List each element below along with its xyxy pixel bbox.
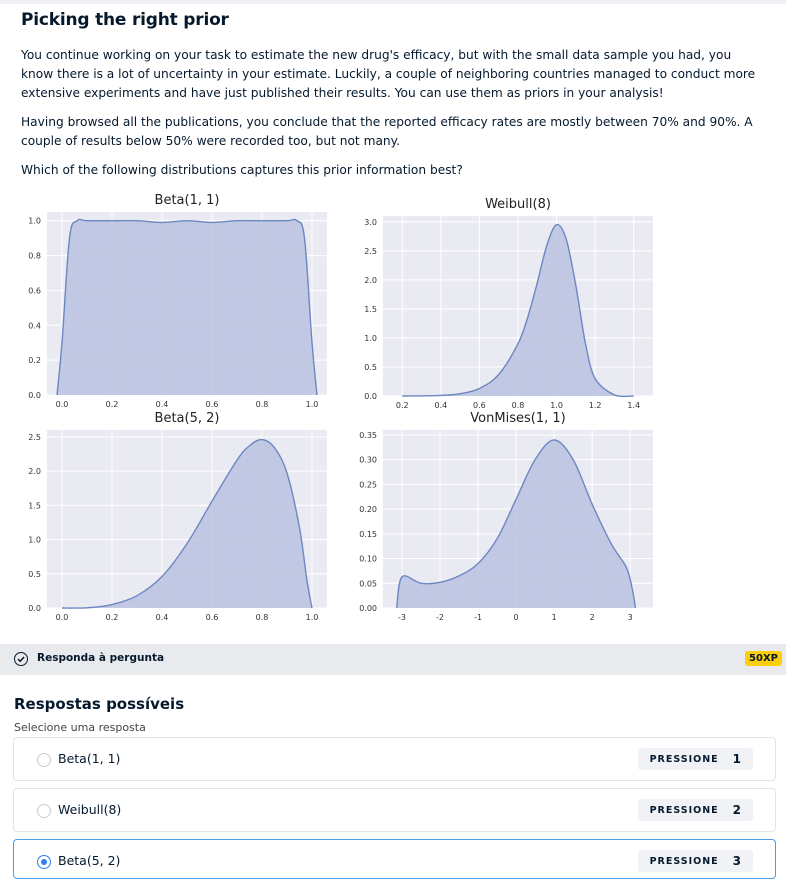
plot-title: Beta(1, 1) — [155, 193, 220, 208]
y-tick-label: 0.25 — [359, 480, 377, 489]
exercise-title: Picking the right prior — [21, 10, 229, 30]
density-area — [402, 224, 634, 397]
y-tick-label: 2.5 — [364, 247, 377, 256]
x-tick-label: 0.4 — [156, 613, 169, 622]
x-tick-label: 3 — [628, 613, 633, 622]
answer-option-label: Weibull(8) — [58, 802, 122, 817]
y-tick-label: 0.15 — [359, 530, 377, 539]
x-tick-label: 0.4 — [434, 401, 447, 410]
exercise-paragraph-2: Having browsed all the publications, you… — [21, 115, 753, 148]
density-line — [56, 218, 318, 396]
keyboard-shortcut-key: 2 — [732, 803, 741, 817]
y-tick-label: 2.0 — [364, 276, 377, 285]
density-area — [57, 219, 317, 395]
keyboard-shortcut-word: PRESSIONE — [649, 753, 719, 765]
plot-title: VonMises(1, 1) — [470, 411, 565, 426]
x-tick-label: 0.8 — [512, 401, 525, 410]
y-tick-label: 0.5 — [28, 570, 41, 579]
x-tick-label: -3 — [398, 613, 406, 622]
y-tick-label: 0.00 — [359, 604, 377, 613]
x-tick-label: 0.8 — [256, 400, 269, 409]
answers-subtitle: Selecione uma resposta — [14, 721, 146, 734]
distribution-plots: 0.0 0.2 0.4 0.6 0.8 1.0 0.0 0.2 0.4 0.6 0.8 1.0 Beta… — [0, 193, 786, 633]
density-area — [396, 439, 636, 608]
x-tick-label: 2 — [590, 613, 595, 622]
x-tick-label: 1.0 — [306, 400, 319, 409]
x-tick-label: 0.2 — [106, 400, 119, 409]
check-circle-icon — [14, 652, 28, 666]
y-tick-label: 2.5 — [28, 433, 41, 442]
density-line — [402, 223, 634, 398]
y-tick-label: 2.0 — [28, 467, 41, 476]
y-tick-label: 0.4 — [28, 321, 41, 330]
y-tick-label: 0.5 — [364, 363, 377, 372]
y-tick-label: 0.10 — [359, 555, 377, 564]
radio-button[interactable] — [37, 804, 51, 818]
x-tick-label: -1 — [474, 613, 482, 622]
y-tick-label: 1.5 — [364, 305, 377, 314]
density-line — [395, 439, 637, 609]
xp-badge: 50XP — [745, 651, 782, 666]
x-tick-label: 0.2 — [106, 613, 119, 622]
y-tick-label: 0.8 — [28, 252, 41, 261]
y-tick-label: 1.0 — [28, 217, 41, 226]
answer-option-3[interactable]: Beta(5, 2) PRESSIONE 3 — [13, 839, 776, 879]
keyboard-shortcut-hint: PRESSIONE 3 — [637, 850, 753, 872]
answer-bar-label: Responda à pergunta — [37, 652, 165, 664]
y-tick-label: 0.05 — [359, 579, 377, 588]
x-tick-label: 0.6 — [206, 613, 219, 622]
y-tick-label: 1.5 — [28, 501, 41, 510]
y-tick-label: 0.0 — [28, 391, 41, 400]
y-tick-label: 0.6 — [28, 286, 41, 295]
keyboard-shortcut-word: PRESSIONE — [649, 855, 719, 867]
keyboard-shortcut-hint: PRESSIONE 1 — [637, 748, 753, 770]
x-tick-label: 0.8 — [256, 613, 269, 622]
answer-option-1[interactable]: Beta(1, 1) PRESSIONE 1 — [13, 737, 776, 781]
x-tick-label: 0.4 — [156, 400, 169, 409]
x-tick-label: 1 — [552, 613, 557, 622]
x-tick-label: 1.0 — [550, 401, 563, 410]
y-tick-label: 0.35 — [359, 431, 377, 440]
answer-option-label: Beta(5, 2) — [58, 853, 121, 868]
density-area — [62, 439, 312, 609]
y-tick-label: 0.30 — [359, 456, 377, 465]
x-tick-label: 0.0 — [56, 613, 69, 622]
y-tick-label: 1.0 — [28, 536, 41, 545]
answer-bar: Responda à pergunta 50XP — [0, 644, 786, 675]
x-tick-label: 0.6 — [473, 401, 486, 410]
answer-option-label: Beta(1, 1) — [58, 751, 121, 766]
plot-title: Beta(5, 2) — [155, 411, 220, 426]
y-tick-label: 0.20 — [359, 505, 377, 514]
x-tick-label: 0.0 — [56, 400, 69, 409]
x-tick-label: -2 — [436, 613, 444, 622]
exercise-paragraph-1: You continue working on your task to est… — [21, 48, 756, 100]
answer-option-2[interactable]: Weibull(8) PRESSIONE 2 — [13, 788, 776, 832]
x-tick-label: 0.2 — [396, 401, 409, 410]
top-bar — [0, 0, 786, 4]
x-tick-label: 0.6 — [206, 400, 219, 409]
density-line — [61, 438, 313, 609]
keyboard-shortcut-hint: PRESSIONE 2 — [637, 799, 753, 821]
plot-title: Weibull(8) — [485, 197, 551, 212]
keyboard-shortcut-key: 1 — [732, 752, 741, 766]
exercise-question: Which of the following distributions cap… — [21, 163, 463, 177]
x-tick-label: 1.2 — [589, 401, 602, 410]
x-tick-label: 1.0 — [306, 613, 319, 622]
radio-button-selected[interactable] — [37, 855, 51, 869]
radio-button[interactable] — [37, 753, 51, 767]
y-tick-label: 0.0 — [28, 604, 41, 613]
y-tick-label: 0.2 — [28, 356, 41, 365]
y-tick-label: 3.0 — [364, 218, 377, 227]
y-tick-label: 0.0 — [364, 392, 377, 401]
y-tick-label: 1.0 — [364, 334, 377, 343]
distribution-plots-svg: 0.0 0.2 0.4 0.6 0.8 1.0 0.0 0.2 0.4 0.6 0.8 1.0 Beta… — [28, 193, 653, 622]
keyboard-shortcut-word: PRESSIONE — [649, 804, 719, 816]
exercise-content: Picking the right prior You continue wor… — [21, 8, 766, 190]
keyboard-shortcut-key: 3 — [732, 854, 741, 868]
answers-title: Respostas possíveis — [14, 695, 185, 713]
x-tick-label: 0 — [514, 613, 519, 622]
x-tick-label: 1.4 — [627, 401, 640, 410]
